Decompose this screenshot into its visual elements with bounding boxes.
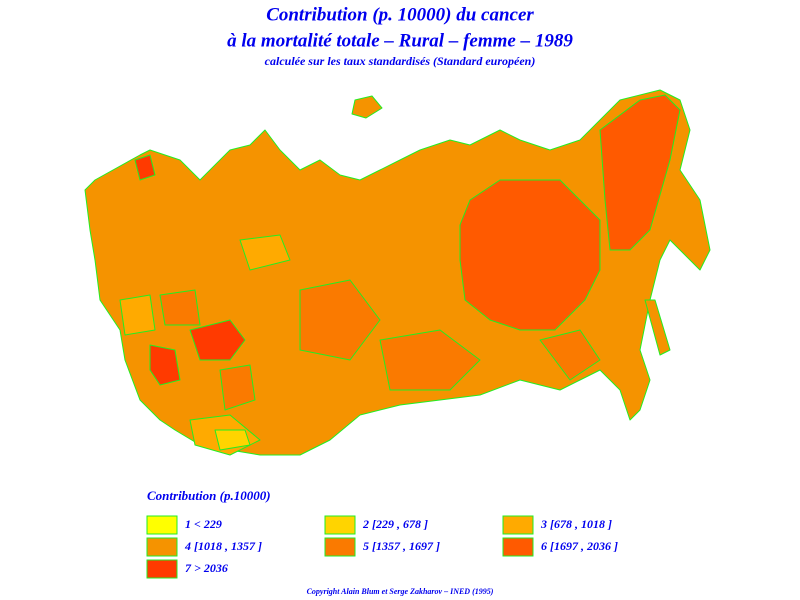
legend-label: 6 [1697 , 2036 ] — [541, 539, 618, 553]
legend-title: Contribution (p.10000) — [147, 488, 271, 503]
region — [134, 154, 156, 181]
legend-swatch — [146, 515, 178, 535]
region — [239, 234, 291, 271]
legend-label: 5 [1357 , 1697 ] — [363, 539, 440, 553]
legend-label: 1 < 229 — [185, 517, 222, 531]
legend-label: 2 [229 , 678 ] — [362, 517, 428, 531]
region — [351, 95, 383, 119]
legend-label: 4 [1018 , 1357 ] — [184, 539, 262, 553]
legend-swatch — [146, 559, 178, 579]
copyright: Copyright Alain Blum et Serge Zakharov –… — [307, 587, 494, 596]
title-line: Contribution (p. 10000) du cancer — [266, 4, 534, 25]
legend-label: 7 > 2036 — [185, 561, 228, 575]
region — [149, 344, 181, 386]
region — [459, 179, 601, 331]
legend-swatch — [502, 537, 534, 557]
region — [539, 329, 601, 381]
legend-swatch — [502, 515, 534, 535]
region — [299, 279, 381, 361]
region — [189, 319, 246, 361]
region — [214, 429, 251, 451]
legend-swatch — [324, 515, 356, 535]
region — [644, 299, 671, 356]
legend-swatch — [324, 537, 356, 557]
region — [119, 294, 156, 336]
map — [84, 89, 711, 456]
region — [159, 289, 201, 326]
legend-label: 3 [678 , 1018 ] — [540, 517, 612, 531]
region — [599, 94, 681, 251]
region — [379, 329, 481, 391]
legend-swatch — [146, 537, 178, 557]
subtitle: calculée sur les taux standardisés (Stan… — [265, 54, 536, 68]
title-line: à la mortalité totale – Rural – femme – … — [227, 30, 573, 51]
region — [219, 364, 256, 411]
legend: 1 < 229 2 [229 , 678 ] 3 [678 , 1018 ] 4 [1… — [146, 515, 618, 579]
